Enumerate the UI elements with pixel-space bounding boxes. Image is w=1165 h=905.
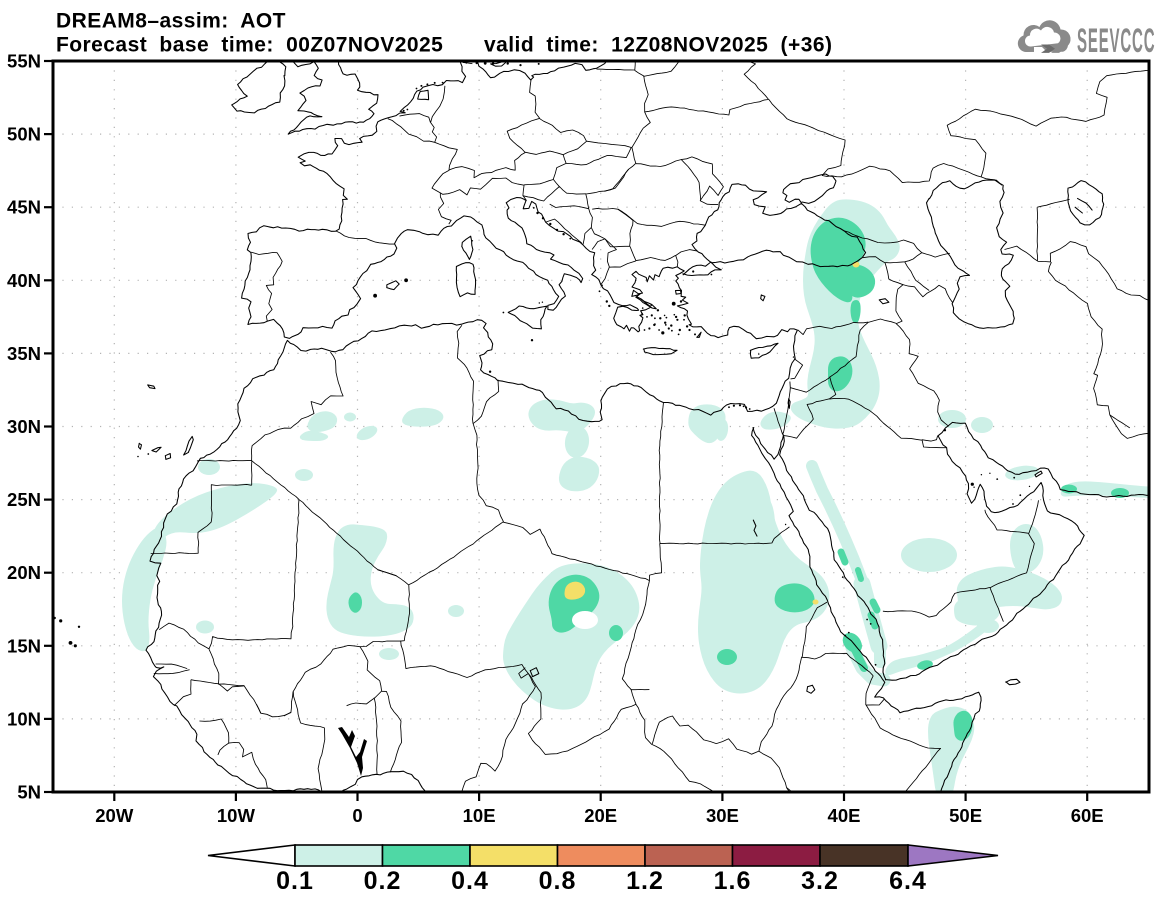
svg-text:20N: 20N (7, 562, 41, 583)
svg-text:20E: 20E (584, 805, 617, 826)
svg-text:30E: 30E (706, 805, 739, 826)
svg-text:0.1: 0.1 (276, 867, 314, 895)
svg-text:35N: 35N (7, 343, 41, 364)
svg-text:3.2: 3.2 (801, 867, 839, 895)
svg-text:0: 0 (352, 805, 362, 826)
svg-text:0.4: 0.4 (451, 867, 489, 895)
svg-text:valid time: 12Z08NOV2025 (+36): valid time: 12Z08NOV2025 (+36) (484, 34, 832, 57)
svg-text:45N: 45N (7, 197, 41, 218)
svg-text:50N: 50N (7, 124, 41, 145)
svg-text:1.6: 1.6 (714, 867, 752, 895)
svg-text:5N: 5N (17, 782, 41, 803)
svg-text:40E: 40E (828, 805, 861, 826)
svg-text:SEEVCCC: SEEVCCC (1077, 21, 1155, 60)
svg-text:0.2: 0.2 (364, 867, 402, 895)
svg-text:Forecast base time: 00Z07NOV20: Forecast base time: 00Z07NOV2025 (56, 34, 443, 57)
svg-text:60E: 60E (1071, 805, 1104, 826)
svg-text:50E: 50E (949, 805, 982, 826)
svg-text:10N: 10N (7, 708, 41, 729)
svg-text:40N: 40N (7, 270, 41, 291)
svg-text:10W: 10W (217, 805, 256, 826)
svg-text:20W: 20W (95, 805, 134, 826)
svg-text:25N: 25N (7, 489, 41, 510)
svg-text:0.8: 0.8 (539, 867, 577, 895)
svg-text:55N: 55N (7, 51, 41, 72)
svg-text:6.4: 6.4 (889, 867, 927, 895)
svg-text:15N: 15N (7, 635, 41, 656)
svg-text:30N: 30N (7, 416, 41, 437)
svg-text:DREAM8–assim: AOT: DREAM8–assim: AOT (56, 10, 286, 33)
svg-text:10E: 10E (463, 805, 496, 826)
svg-text:1.2: 1.2 (626, 867, 664, 895)
